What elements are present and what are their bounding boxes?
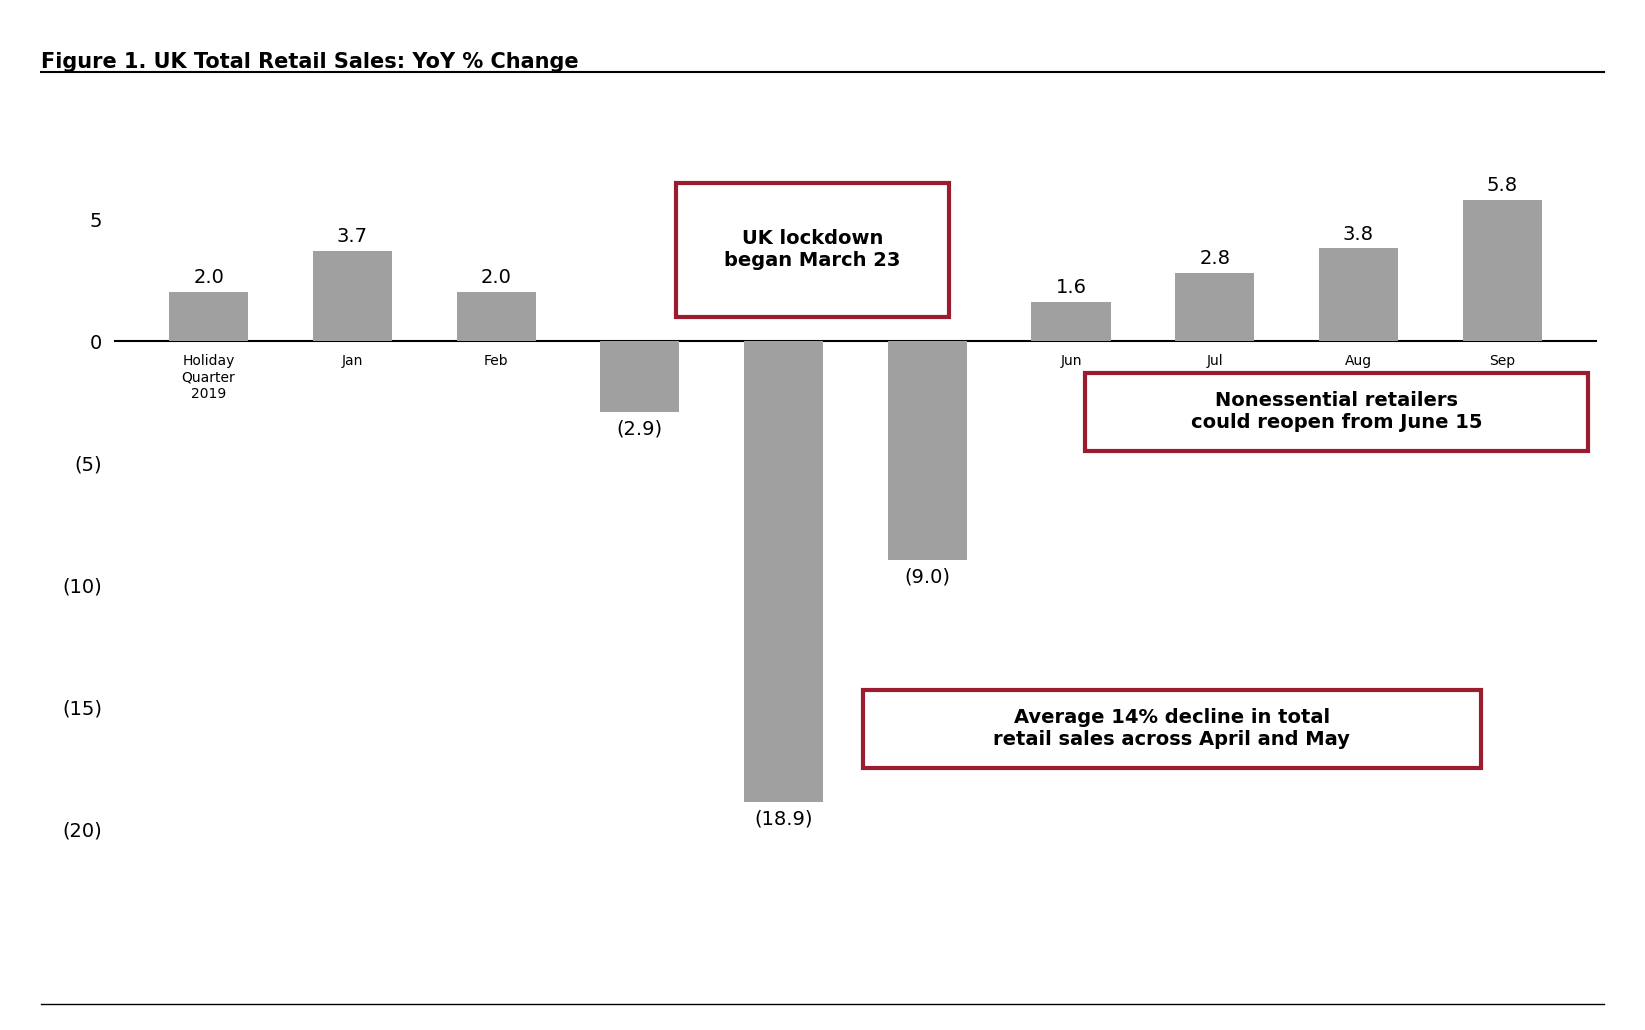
Text: 1.6: 1.6 <box>1056 278 1086 298</box>
Text: 2.8: 2.8 <box>1199 249 1230 268</box>
Text: 2.0: 2.0 <box>192 269 224 287</box>
Bar <box>169 293 248 341</box>
Bar <box>888 341 967 560</box>
Text: (18.9): (18.9) <box>755 810 813 828</box>
Text: (2.9): (2.9) <box>617 419 663 438</box>
FancyBboxPatch shape <box>676 182 949 317</box>
Bar <box>1319 248 1398 341</box>
Text: UK lockdown
began March 23: UK lockdown began March 23 <box>724 230 900 270</box>
Bar <box>1462 200 1541 341</box>
Text: 3.8: 3.8 <box>1342 225 1374 243</box>
Text: (9.0): (9.0) <box>905 568 951 587</box>
Bar <box>1175 273 1253 341</box>
Bar <box>744 341 822 801</box>
Text: 5.8: 5.8 <box>1487 176 1518 195</box>
FancyBboxPatch shape <box>862 690 1480 767</box>
Bar <box>1031 302 1110 341</box>
Text: Figure 1. UK Total Retail Sales: YoY % Change: Figure 1. UK Total Retail Sales: YoY % C… <box>41 52 579 71</box>
Bar <box>313 251 392 341</box>
FancyBboxPatch shape <box>1086 373 1589 451</box>
Bar <box>600 341 679 412</box>
Text: Nonessential retailers
could reopen from June 15: Nonessential retailers could reopen from… <box>1191 391 1482 433</box>
Text: 2.0: 2.0 <box>480 269 512 287</box>
Bar <box>457 293 536 341</box>
Text: Average 14% decline in total
retail sales across April and May: Average 14% decline in total retail sale… <box>994 709 1351 749</box>
Text: 3.7: 3.7 <box>337 227 368 246</box>
